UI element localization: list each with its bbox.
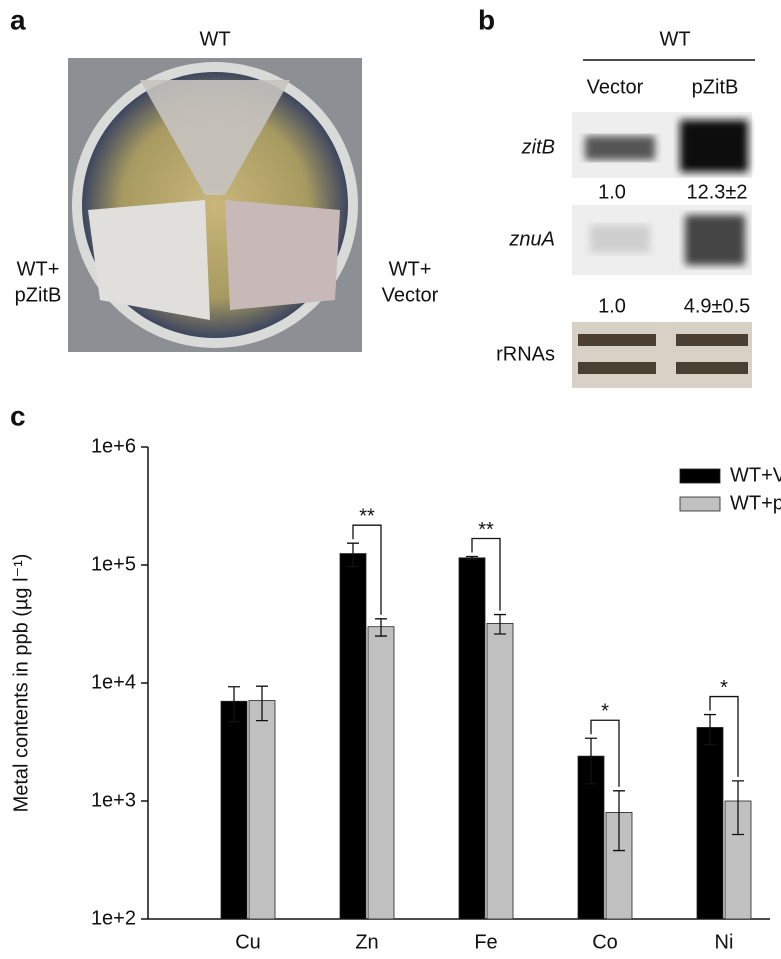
- plate-label: pZitB: [15, 284, 62, 306]
- significance-bracket: [709, 695, 739, 777]
- legend-swatch: [679, 468, 721, 484]
- bar: [248, 700, 276, 920]
- bar: [458, 557, 486, 920]
- significance-label: **: [359, 505, 375, 527]
- group-label: WT: [659, 28, 690, 50]
- plate-label: Vector: [382, 284, 439, 306]
- bar: [367, 626, 395, 920]
- plate-label: WT+: [389, 258, 432, 280]
- row-label: rRNAs: [496, 343, 555, 365]
- error-bar: [228, 686, 240, 723]
- row-label: zitB: [521, 136, 555, 158]
- significance-bracket: [352, 524, 382, 615]
- column-label: pZitB: [692, 76, 739, 98]
- significance-label: *: [720, 677, 728, 699]
- bar: [220, 700, 248, 920]
- y-axis-label: Metal contents in ppb (µg l⁻¹): [10, 554, 32, 813]
- x-tick-label: Zn: [355, 931, 378, 953]
- legend-swatch: [679, 496, 721, 512]
- column-label: Vector: [587, 76, 644, 98]
- row-value: 4.9±0.5: [684, 295, 751, 317]
- blot: [572, 322, 752, 388]
- error-bar: [613, 790, 625, 852]
- legend-label: WT+Vector: [730, 464, 781, 486]
- y-tick-label: 1e+3: [91, 789, 136, 811]
- plate-label: WT: [199, 28, 230, 50]
- legend-label: WT+pZitB: [730, 492, 781, 514]
- row-value: 1.0: [598, 181, 626, 203]
- significance-bracket: [471, 537, 501, 611]
- row-label: znuA: [508, 228, 555, 250]
- error-bar: [375, 618, 387, 637]
- bar: [339, 553, 367, 920]
- panel-letter: c: [10, 400, 26, 431]
- x-tick-label: Fe: [474, 931, 497, 953]
- error-bar: [585, 737, 597, 785]
- row-value: 12.3±2: [686, 181, 747, 203]
- x-tick-label: Ni: [715, 931, 734, 953]
- error-bar: [256, 685, 268, 722]
- panel-letter: b: [478, 4, 495, 35]
- error-bar: [732, 780, 744, 836]
- plate-photo: [68, 58, 362, 352]
- blot: [572, 205, 752, 275]
- panel-letter: a: [10, 4, 26, 35]
- plate-label: WT+: [17, 258, 60, 280]
- significance-label: **: [478, 519, 494, 541]
- x-tick-label: Co: [592, 931, 618, 953]
- row-value: 1.0: [598, 295, 626, 317]
- y-tick-label: 1e+2: [91, 907, 136, 929]
- significance-label: *: [601, 701, 609, 723]
- bar: [696, 727, 724, 920]
- error-bar: [347, 542, 359, 568]
- error-bar: [494, 613, 506, 635]
- y-tick-label: 1e+4: [91, 671, 136, 693]
- error-bar: [704, 713, 716, 746]
- significance-bracket: [590, 719, 620, 787]
- y-tick-label: 1e+6: [91, 435, 136, 457]
- blot: [572, 112, 752, 178]
- error-bar: [466, 555, 478, 560]
- x-tick-label: Cu: [235, 931, 261, 953]
- bar: [486, 622, 514, 920]
- y-tick-label: 1e+5: [91, 553, 136, 575]
